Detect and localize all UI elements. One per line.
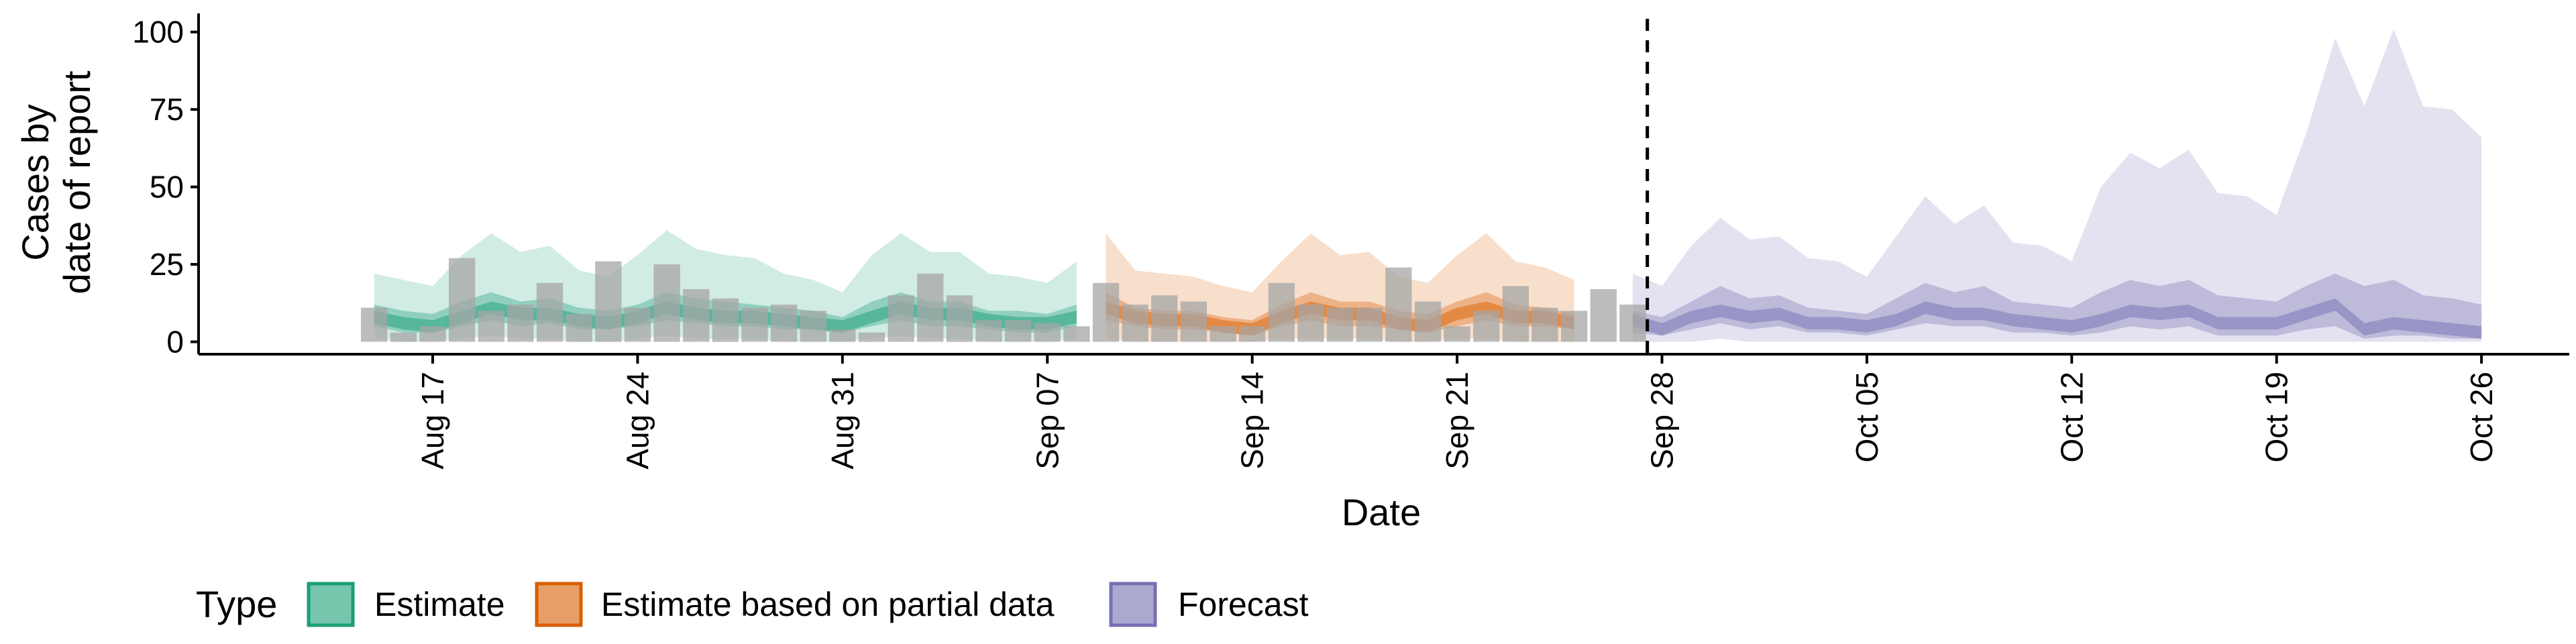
observed-bar: [1532, 308, 1558, 342]
y-tick-label: 25: [150, 247, 184, 282]
x-tick-label: Sep 14: [1235, 372, 1270, 470]
observed-bar: [537, 283, 563, 342]
x-tick-label: Aug 31: [825, 372, 860, 470]
observed-bar: [419, 326, 445, 341]
legend-key-estimate: [309, 584, 353, 625]
observed-bar: [1034, 323, 1061, 342]
observed-bar: [449, 258, 475, 342]
observed-bar: [771, 305, 797, 341]
observed-bar: [1356, 308, 1383, 342]
legend-key-partial: [537, 584, 581, 625]
observed-bar: [1591, 289, 1617, 342]
observed-bar: [1327, 308, 1353, 342]
observed-bar: [1619, 305, 1646, 341]
observed-bar: [1005, 320, 1031, 341]
legend-label-partial: Estimate based on partial data: [601, 586, 1055, 623]
observed-bar: [1385, 268, 1411, 342]
observed-bar: [741, 308, 767, 342]
x-tick-label: Aug 17: [415, 372, 450, 470]
x-axis-title: Date: [1342, 491, 1421, 533]
y-tick-label: 100: [132, 15, 184, 50]
observed-bar: [625, 308, 651, 342]
observed-bar: [595, 262, 621, 342]
observed-bar: [947, 295, 973, 341]
observed-bar: [653, 264, 680, 342]
observed-bar: [683, 289, 709, 342]
y-tick-label: 50: [150, 170, 184, 205]
observed-bar: [478, 311, 504, 341]
observed-bar: [1210, 326, 1236, 341]
observed-bar: [390, 333, 417, 342]
observed-bar: [888, 295, 914, 341]
observed-bar: [1415, 302, 1441, 342]
legend-label-forecast: Forecast: [1178, 586, 1309, 623]
observed-bar: [1473, 311, 1499, 341]
observed-bar: [829, 329, 855, 342]
x-tick-label: Aug 24: [620, 372, 655, 470]
observed-bar: [566, 314, 592, 342]
observed-bar: [1063, 326, 1089, 341]
y-tick-label: 75: [150, 92, 184, 127]
observed-bar: [859, 333, 885, 342]
observed-bar: [712, 299, 739, 342]
legend-title: Type: [196, 583, 277, 625]
observed-bar: [917, 274, 943, 342]
observed-bar: [1444, 326, 1470, 341]
observed-bar: [1093, 283, 1119, 342]
y-axis-title-line1: Cases by: [14, 104, 56, 260]
observed-bar: [1181, 302, 1207, 342]
legend-label-estimate: Estimate: [374, 586, 505, 623]
observed-bar: [975, 320, 1002, 341]
x-tick-label: Sep 21: [1440, 372, 1474, 470]
x-tick-label: Sep 28: [1644, 372, 1679, 470]
observed-bar: [1269, 283, 1295, 342]
y-tick-label: 0: [166, 325, 184, 360]
x-tick-label: Sep 07: [1030, 372, 1065, 470]
x-tick-label: Oct 05: [1849, 372, 1884, 463]
legend-key-forecast: [1111, 584, 1155, 625]
observed-bar: [1561, 311, 1587, 341]
legend: Type Estimate Estimate based on partial …: [196, 583, 1309, 625]
observed-bar: [361, 308, 387, 342]
observed-bar: [800, 311, 826, 341]
observed-bar: [1122, 305, 1148, 341]
observed-bar: [1239, 326, 1265, 341]
observed-bar: [507, 305, 533, 341]
y-axis-title-line2: date of report: [56, 70, 98, 294]
observed-bar: [1297, 305, 1324, 341]
x-tick-label: Oct 19: [2259, 372, 2294, 463]
x-tick-label: Oct 26: [2464, 372, 2499, 463]
observed-bar: [1151, 295, 1177, 341]
observed-bar: [1503, 286, 1529, 341]
x-tick-label: Oct 12: [2054, 372, 2089, 463]
